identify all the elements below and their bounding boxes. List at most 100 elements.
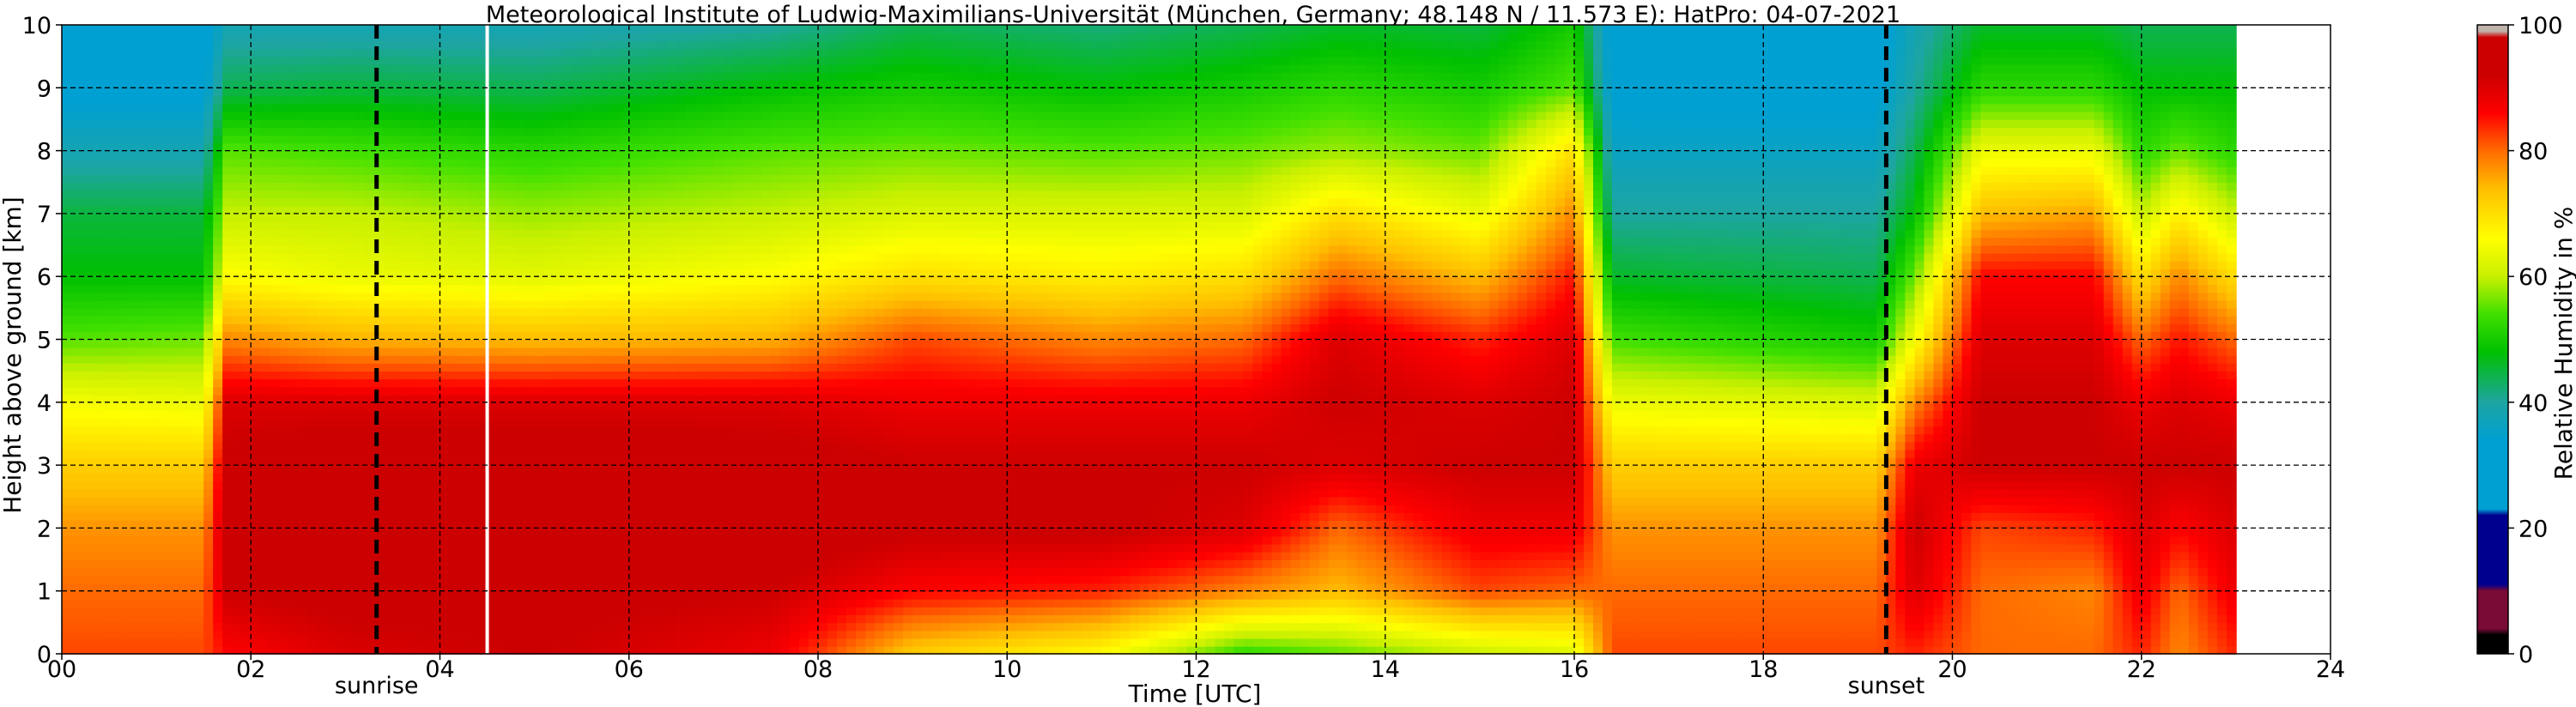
heat-cell: [373, 575, 384, 583]
heat-cell: [109, 96, 119, 105]
heat-cell: [639, 80, 649, 88]
heat-cell: [639, 591, 649, 600]
heat-cell: [610, 450, 621, 458]
heat-cell: [525, 182, 536, 190]
heat-cell: [71, 276, 82, 285]
heat-cell: [100, 112, 110, 120]
heat-cell: [525, 159, 536, 167]
heat-cell: [298, 323, 308, 332]
heat-cell: [326, 442, 336, 450]
heat-cell: [355, 450, 365, 458]
heat-cell: [185, 473, 195, 481]
heat-cell: [194, 559, 204, 568]
heat-cell: [573, 433, 583, 442]
heat-cell: [71, 57, 82, 65]
heat-cell: [222, 457, 233, 466]
heat-cell: [128, 237, 138, 245]
heat-cell: [232, 135, 242, 143]
heat-cell: [421, 631, 432, 639]
heat-cell: [232, 80, 242, 88]
heat-cell: [213, 347, 223, 356]
heat-cell: [355, 567, 365, 576]
heat-cell: [345, 340, 355, 348]
heat-cell: [364, 426, 374, 434]
heat-cell: [147, 72, 157, 81]
heat-cell: [109, 25, 119, 33]
heat-cell: [185, 631, 195, 639]
heat-cell: [279, 450, 289, 458]
heat-cell: [469, 323, 479, 332]
heat-cell: [582, 331, 592, 340]
heat-cell: [279, 142, 289, 151]
heat-cell: [383, 559, 393, 568]
heat-cell: [222, 104, 233, 112]
heat-cell: [364, 269, 374, 277]
heat-cell: [203, 300, 214, 309]
heat-cell: [241, 591, 252, 600]
heat-cell: [440, 378, 451, 387]
heat-cell: [544, 80, 555, 88]
heat-cell: [128, 119, 138, 128]
heat-cell: [156, 480, 167, 489]
heat-cell: [403, 622, 413, 631]
heat-cell: [194, 505, 204, 513]
heat-cell: [582, 104, 592, 112]
heat-cell: [639, 96, 649, 105]
heat-cell: [336, 512, 346, 521]
heat-cell: [620, 57, 630, 65]
heat-cell: [270, 591, 280, 600]
heat-cell: [610, 607, 621, 615]
heat-cell: [525, 104, 536, 112]
heat-cell: [525, 480, 536, 489]
heat-cell: [450, 119, 460, 128]
heat-cell: [118, 151, 129, 160]
heat-cell: [137, 80, 148, 88]
heat-cell: [431, 402, 441, 411]
heat-cell: [194, 512, 204, 521]
heat-cell: [279, 174, 289, 183]
heat-cell: [90, 371, 100, 379]
heat-cell: [355, 308, 365, 317]
heat-cell: [629, 480, 639, 489]
heat-cell: [573, 614, 583, 623]
heat-cell: [355, 80, 365, 88]
heat-cell: [563, 607, 573, 615]
heat-cell: [345, 33, 355, 41]
heat-cell: [459, 72, 470, 81]
heat-cell: [497, 433, 507, 442]
heat-cell: [573, 182, 583, 190]
heat-cell: [412, 49, 422, 57]
heat-cell: [620, 465, 630, 474]
heat-cell: [298, 151, 308, 160]
heat-cell: [251, 465, 261, 474]
heat-cell: [364, 363, 374, 372]
heat-cell: [516, 607, 526, 615]
heat-cell: [156, 151, 167, 160]
heat-cell: [298, 631, 308, 639]
heat-cell: [166, 567, 176, 576]
heat-cell: [81, 159, 91, 167]
heat-cell: [516, 480, 526, 489]
heat-cell: [279, 166, 289, 175]
heat-cell: [440, 363, 451, 372]
heat-cell: [185, 151, 195, 160]
heat-cell: [317, 182, 327, 190]
heat-cell: [62, 363, 72, 372]
heat-cell: [563, 104, 573, 112]
heat-cell: [156, 293, 167, 301]
heat-cell: [118, 142, 129, 151]
heat-cell: [497, 25, 507, 33]
heat-cell: [573, 355, 583, 364]
heat-cell: [355, 237, 365, 245]
heat-cell: [81, 142, 91, 151]
heat-cell: [251, 33, 261, 41]
heat-cell: [516, 489, 526, 498]
heat-cell: [222, 166, 233, 175]
heat-cell: [383, 583, 393, 592]
heat-cell: [421, 206, 432, 215]
heat-cell: [497, 64, 507, 73]
heat-cell: [326, 214, 336, 222]
heat-cell: [81, 331, 91, 340]
heat-cell: [591, 465, 602, 474]
heat-cell: [156, 631, 167, 639]
